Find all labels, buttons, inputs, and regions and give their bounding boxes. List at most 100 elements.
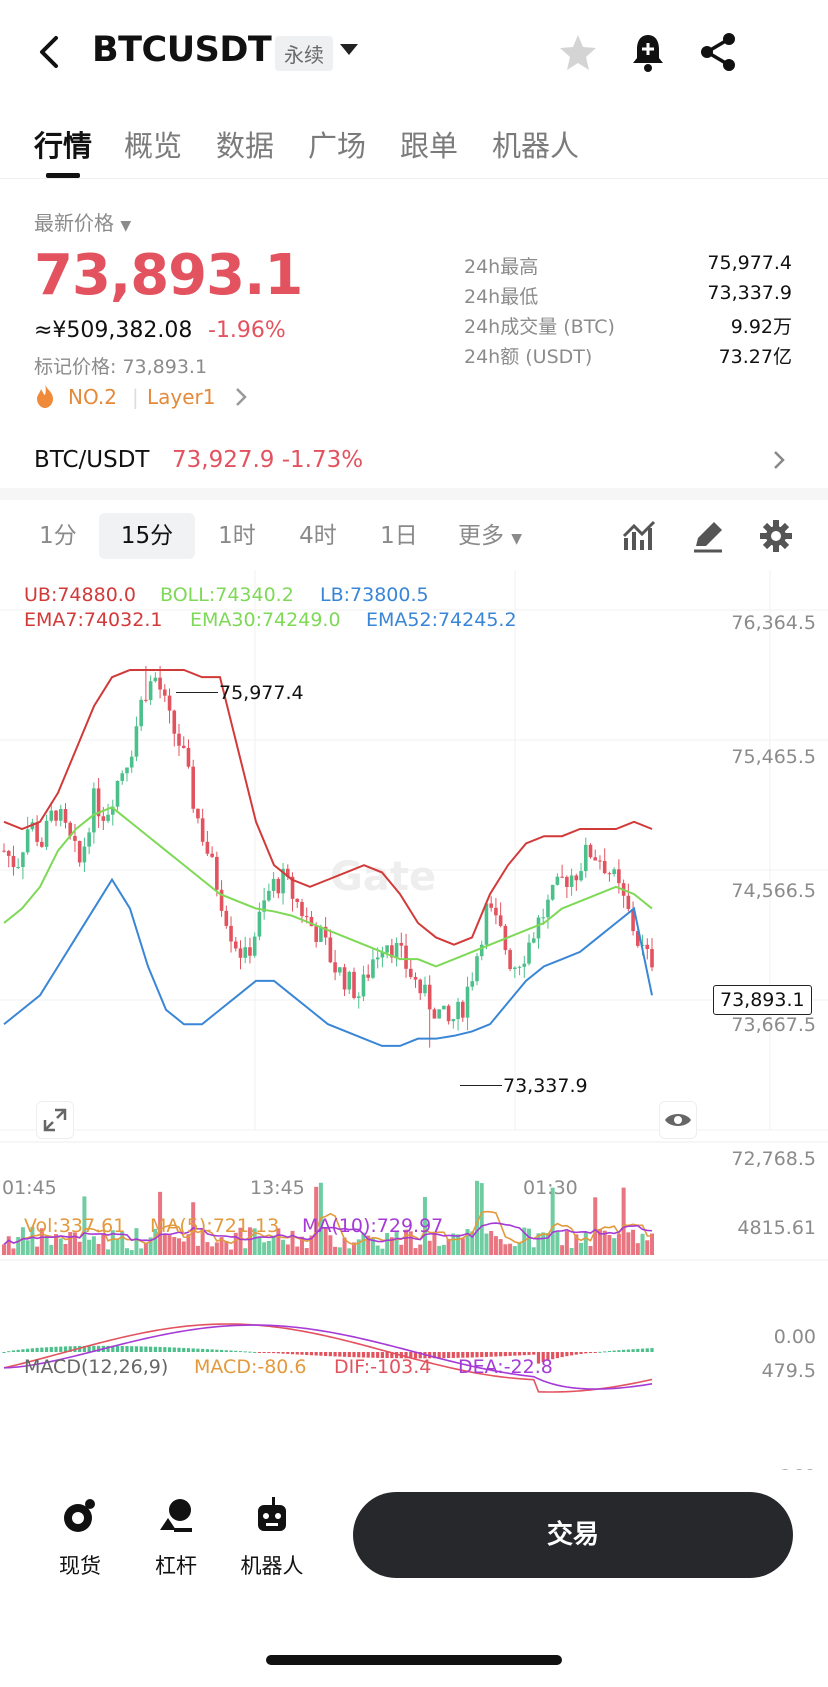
timeframe-15m[interactable]: 15分: [99, 513, 195, 559]
volume-bar: [579, 1242, 584, 1255]
price-type-label[interactable]: 最新价格 ▼: [34, 211, 132, 235]
share-icon[interactable]: [696, 30, 740, 74]
back-arrow-icon[interactable]: [30, 30, 70, 74]
high-annotation: 75,977.4: [219, 682, 304, 704]
timeframe-1m[interactable]: 1分: [39, 523, 77, 549]
candle-body: [461, 1001, 465, 1018]
candle-body: [446, 1005, 451, 1022]
volume-bar: [408, 1231, 413, 1255]
macd-histogram-bar: [361, 1352, 366, 1358]
candle-body: [73, 836, 77, 841]
tab-copy-trading[interactable]: 跟单: [400, 129, 459, 163]
contract-type-badge[interactable]: 永续: [275, 36, 333, 71]
candle-body: [517, 966, 522, 968]
price-alert-bell-icon[interactable]: [626, 30, 670, 74]
kline-chart[interactable]: Gate: [0, 570, 828, 1470]
volume-bar: [597, 1229, 602, 1255]
macd-histogram-bar: [328, 1352, 332, 1357]
volume-bar: [474, 1180, 479, 1255]
bot-nav-button[interactable]: 机器人: [232, 1496, 312, 1580]
volume-bar: [6, 1236, 11, 1255]
macd-histogram-bar: [309, 1352, 314, 1356]
volume-bar: [49, 1244, 54, 1255]
spot-icon: [64, 1499, 95, 1532]
volume-axis-max: 4815.61: [737, 1217, 816, 1239]
volume-bar: [44, 1235, 49, 1255]
candle-body: [366, 974, 371, 978]
tab-square[interactable]: 广场: [308, 129, 367, 163]
margin-nav-button[interactable]: 杠杆: [136, 1496, 216, 1580]
vol-ma10-line: [3, 1222, 653, 1246]
candle-body: [115, 780, 120, 807]
candle-body: [399, 942, 404, 946]
macd-histogram-bar: [579, 1352, 583, 1354]
tab-overview[interactable]: 概览: [124, 129, 183, 163]
tab-bots[interactable]: 机器人: [492, 129, 580, 163]
timeframe-more[interactable]: 更多 ▼: [457, 523, 523, 549]
macd-histogram-bar: [394, 1352, 399, 1359]
draw-pencil-icon[interactable]: [688, 516, 728, 556]
stat-label-high: 24h最高: [464, 256, 539, 278]
volume-bar: [356, 1239, 361, 1255]
macd-histogram-bar: [503, 1352, 507, 1357]
volume-bar: [266, 1240, 271, 1255]
symbol-title[interactable]: BTCUSDT: [92, 30, 272, 70]
indicator-icon[interactable]: [620, 516, 660, 556]
candle-body: [328, 937, 333, 963]
fullscreen-button[interactable]: [36, 1101, 74, 1139]
candle-body: [285, 868, 290, 877]
volume-bar: [380, 1248, 385, 1255]
timeframe-1d[interactable]: 1日: [380, 523, 418, 549]
timeframe-1h[interactable]: 1时: [218, 523, 256, 549]
macd-histogram-bar: [134, 1346, 139, 1352]
candle-body: [385, 945, 389, 953]
visibility-button[interactable]: [659, 1101, 697, 1139]
candle-body: [569, 875, 574, 887]
macd-histogram-bar: [555, 1352, 560, 1359]
candle-body: [181, 745, 186, 748]
macd-axis-max: 479.5: [761, 1360, 816, 1382]
spot-nav-button[interactable]: 现货: [40, 1496, 120, 1580]
macd-histogram-bar: [508, 1352, 512, 1356]
candle-body: [252, 936, 257, 956]
volume-bar: [569, 1247, 574, 1255]
volume-bar: [30, 1226, 35, 1255]
volume-bar: [110, 1230, 115, 1255]
tab-data[interactable]: 数据: [216, 129, 275, 163]
candle-body: [300, 901, 304, 917]
chevron-right-icon: [774, 451, 785, 469]
candle-body: [375, 957, 380, 960]
macd-histogram-bar: [253, 1351, 257, 1353]
macd-histogram-bar: [167, 1347, 172, 1352]
candle-body: [49, 810, 54, 821]
macd-histogram-bar: [229, 1350, 233, 1352]
candle-body: [219, 889, 224, 911]
dea-legend: DEA:-22.8: [458, 1356, 553, 1378]
candle-body: [423, 984, 427, 994]
candle-body: [588, 844, 593, 858]
volume-bar: [63, 1243, 68, 1255]
volume-bar: [333, 1246, 338, 1255]
timeframe-4h[interactable]: 4时: [299, 523, 337, 549]
trade-button[interactable]: 交易: [353, 1492, 793, 1578]
candle-body: [186, 747, 191, 767]
candle-body: [177, 733, 181, 746]
stat-value-turnover: 73.27亿: [718, 346, 792, 368]
candle-body: [101, 816, 106, 821]
favorite-star-icon[interactable]: [556, 30, 600, 74]
macd-histogram-bar: [456, 1352, 460, 1358]
macd-histogram-bar: [560, 1352, 564, 1358]
candle-body: [418, 979, 423, 994]
volume-bar: [158, 1191, 163, 1255]
volume-bar: [432, 1232, 437, 1255]
stat-value-low: 73,337.9: [707, 282, 792, 304]
settings-gear-icon[interactable]: [756, 516, 796, 556]
macd-histogram-bar: [413, 1352, 418, 1359]
timeframe-bar: 1分 15分 1时 4时 1日 更多 ▼: [0, 500, 828, 570]
macd-histogram-bar: [338, 1352, 342, 1357]
symbol-dropdown-icon[interactable]: [340, 44, 358, 55]
candle-body: [508, 950, 512, 969]
candle-body: [267, 890, 271, 901]
tab-market[interactable]: 行情: [34, 129, 93, 163]
spot-pair-price: 73,927.9 -1.73%: [172, 447, 364, 473]
